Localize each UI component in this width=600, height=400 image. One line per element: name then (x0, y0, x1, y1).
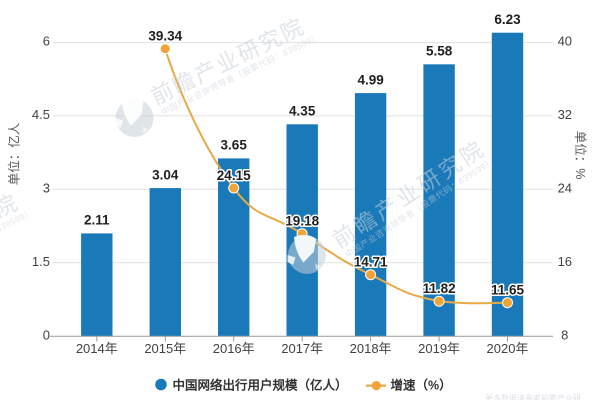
svg-text:2017年: 2017年 (281, 341, 323, 356)
svg-text:24: 24 (558, 180, 572, 195)
svg-text:8: 8 (561, 327, 568, 342)
svg-text:2018年: 2018年 (350, 341, 392, 356)
svg-text:24.15: 24.15 (217, 168, 251, 183)
svg-text:16: 16 (558, 254, 572, 269)
svg-text:32: 32 (558, 107, 572, 122)
svg-text:19.18: 19.18 (285, 214, 319, 229)
svg-text:4.35: 4.35 (289, 104, 316, 119)
svg-text:14.71: 14.71 (354, 255, 388, 270)
svg-text:2020年: 2020年 (487, 341, 529, 356)
svg-text:2019年: 2019年 (418, 341, 460, 356)
svg-text:3.04: 3.04 (152, 167, 179, 182)
svg-text:2.11: 2.11 (84, 213, 110, 228)
svg-text:0: 0 (43, 327, 50, 342)
svg-text:单位：%: 单位：% (573, 131, 588, 180)
svg-text:5.58: 5.58 (426, 44, 453, 59)
svg-text:2016年: 2016年 (213, 341, 255, 356)
svg-text:中国网络出行用户规模（亿人）: 中国网络出行用户规模（亿人） (173, 377, 348, 392)
svg-text:增速（%）: 增速（%） (391, 377, 452, 392)
svg-text:2015年: 2015年 (144, 341, 186, 356)
svg-text:11.82: 11.82 (423, 281, 456, 296)
svg-text:1.5: 1.5 (32, 254, 50, 269)
svg-text:6: 6 (43, 34, 50, 49)
svg-text:3.65: 3.65 (221, 138, 248, 153)
svg-text:单位：亿人: 单位：亿人 (7, 122, 22, 185)
svg-text:4.5: 4.5 (32, 107, 50, 122)
svg-text:39.34: 39.34 (148, 29, 182, 44)
svg-text:更多数据请参考前瞻产业研: 更多数据请参考前瞻产业研 (485, 393, 581, 400)
svg-text:6.23: 6.23 (494, 12, 521, 27)
svg-text:3: 3 (43, 180, 50, 195)
svg-text:40: 40 (558, 34, 572, 49)
svg-text:11.65: 11.65 (491, 283, 525, 298)
svg-text:4.99: 4.99 (357, 72, 383, 87)
svg-text:2014年: 2014年 (76, 341, 118, 356)
